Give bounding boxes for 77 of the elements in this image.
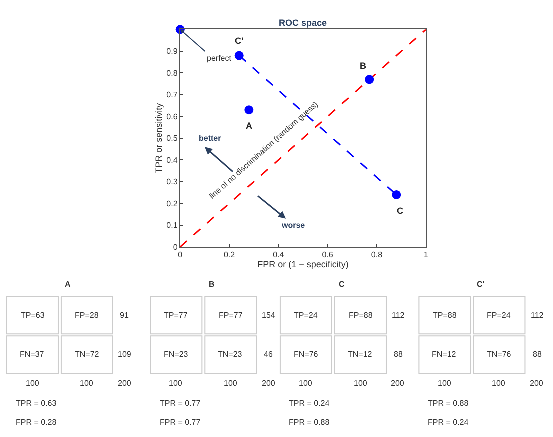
text: 154: [262, 311, 276, 320]
x-tick-label: 1: [424, 250, 429, 260]
text: FP=24: [487, 311, 512, 320]
text: B: [209, 280, 215, 289]
text: TN=23: [218, 350, 243, 359]
annotation: C': [235, 36, 244, 46]
text: TPR = 0.63: [16, 399, 58, 408]
text: FPR = 0.28: [16, 418, 58, 427]
text: 200: [530, 379, 544, 388]
annotation: worse: [281, 221, 306, 230]
text: TN=12: [348, 350, 373, 359]
x-tick-label: 0.4: [273, 250, 285, 260]
text: C: [339, 280, 345, 289]
x-tick-label: 0.2: [224, 250, 236, 260]
text: 100: [224, 379, 238, 388]
text: C': [477, 280, 485, 289]
y-tick-label: 0.4: [166, 156, 178, 165]
text: 112: [392, 311, 406, 320]
y-tick-label: 0.5: [166, 134, 178, 144]
text: 109: [118, 350, 132, 359]
text: TP=77: [164, 311, 188, 320]
text: FN=76: [294, 350, 319, 359]
text: TPR = 0.88: [428, 399, 470, 408]
text: 100: [492, 379, 506, 388]
y-tick-label: 0.9: [166, 47, 178, 56]
y-axis-title: TPR or sensitivity: [154, 102, 164, 174]
text: FP=88: [349, 311, 374, 320]
x-tick-label: 0.8: [371, 250, 384, 260]
text: 91: [120, 311, 130, 320]
text: FP=28: [75, 311, 100, 320]
text: 100: [80, 379, 94, 388]
text: 200: [391, 379, 405, 388]
text: TPR = 0.24: [289, 399, 330, 408]
point: [365, 75, 374, 84]
annotation: A: [246, 121, 253, 131]
annotation: better: [199, 134, 222, 143]
y-tick-label: 0.1: [166, 221, 178, 230]
text: 200: [118, 379, 132, 388]
text: 46: [264, 350, 274, 359]
text: 100: [438, 379, 452, 388]
x-axis-title: FPR or (1 − specificity): [258, 260, 349, 270]
point: [392, 190, 402, 200]
y-tick-label: 0.2: [166, 199, 178, 208]
annotation: perfect: [207, 54, 232, 63]
y-tick-label: 0.8: [166, 68, 178, 78]
text: 100: [169, 379, 183, 388]
text: TPR = 0.77: [160, 399, 202, 408]
text: FPR = 0.24: [428, 418, 470, 427]
y-tick-label: 0.6: [166, 112, 178, 122]
text: 200: [262, 379, 276, 388]
text: 88: [533, 350, 542, 359]
y-tick-label: 0.7: [166, 90, 178, 100]
text: TP=24: [294, 311, 318, 320]
text: 112: [531, 311, 544, 320]
point: [244, 106, 254, 115]
y-tick-label: 0: [173, 242, 178, 252]
chart-title: ROC space: [279, 18, 328, 28]
annotation: B: [360, 61, 367, 71]
y-tick-label: 0.3: [166, 178, 178, 187]
text: 88: [394, 350, 404, 359]
annotation: C: [397, 206, 404, 216]
text: FN=23: [164, 350, 189, 359]
point: [234, 51, 244, 60]
text: FN=37: [20, 350, 45, 359]
text: TN=72: [75, 350, 100, 359]
text: FPR = 0.77: [160, 418, 202, 427]
text: TP=63: [21, 311, 46, 320]
text: FP=77: [219, 311, 244, 320]
text: A: [65, 280, 71, 289]
x-tick-label: 0.6: [322, 250, 334, 260]
text: TN=76: [487, 350, 512, 359]
text: 100: [299, 379, 313, 388]
text: FPR = 0.88: [289, 418, 330, 427]
text: TP=88: [433, 311, 458, 320]
text: 100: [354, 379, 368, 388]
text: FN=12: [432, 350, 457, 359]
text: 100: [26, 379, 40, 388]
